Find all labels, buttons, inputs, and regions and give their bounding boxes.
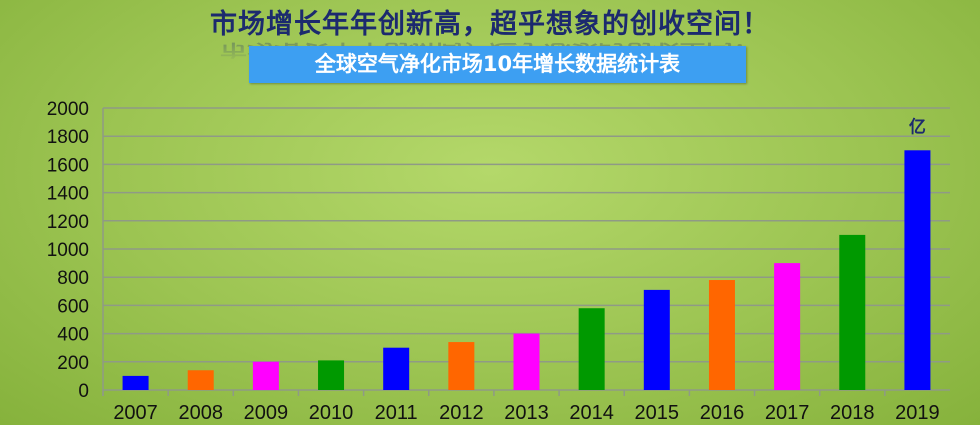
y-tick-label: 0: [78, 381, 89, 402]
x-tick-label: 2015: [635, 402, 680, 424]
y-tick-label: 1600: [47, 155, 89, 176]
y-tick-label: 1000: [47, 240, 89, 261]
y-tick-label: 2000: [47, 99, 89, 120]
y-tick-label: 600: [57, 296, 89, 317]
x-tick-label: 2012: [439, 402, 484, 424]
bar-2016: [708, 280, 735, 390]
y-tick-label: 1200: [47, 212, 89, 233]
x-tick-label: 2008: [178, 402, 223, 424]
y-tick-label: 200: [57, 353, 89, 374]
x-tick-label: 2014: [569, 402, 614, 424]
x-tick-label: 2010: [309, 402, 354, 424]
bar-2008: [187, 370, 214, 390]
x-tick-label: 2013: [504, 402, 549, 424]
bar-2018: [839, 234, 866, 390]
bar-2015: [643, 289, 670, 390]
bar-2009: [252, 361, 279, 390]
bar-2013: [513, 333, 540, 390]
x-tick-label: 2009: [244, 402, 289, 424]
x-tick-label: 2019: [895, 402, 940, 424]
x-tick-label: 2011: [375, 402, 418, 424]
y-tick-label: 1400: [47, 184, 89, 205]
bar-2014: [578, 308, 605, 390]
x-tick-label: 2017: [765, 402, 810, 424]
x-tick-label: 2018: [830, 402, 875, 424]
y-tick-label: 400: [57, 325, 89, 346]
y-tick-label: 1800: [47, 127, 89, 148]
bar-2017: [774, 263, 801, 390]
bar-2011: [383, 347, 410, 390]
bar-2012: [448, 342, 475, 390]
bar-2019: [904, 150, 931, 390]
bar-2010: [318, 360, 345, 390]
y-tick-label: 800: [57, 268, 89, 289]
chart-title: 全球空气净化市场10年增长数据统计表: [249, 46, 746, 83]
x-tick-label: 2007: [113, 402, 158, 424]
headline: 市场增长年年创新高，超乎想象的创收空间！: [210, 9, 770, 40]
x-tick-label: 2016: [700, 402, 745, 424]
bar-2007: [122, 375, 149, 390]
unit-label: 亿: [909, 116, 926, 137]
